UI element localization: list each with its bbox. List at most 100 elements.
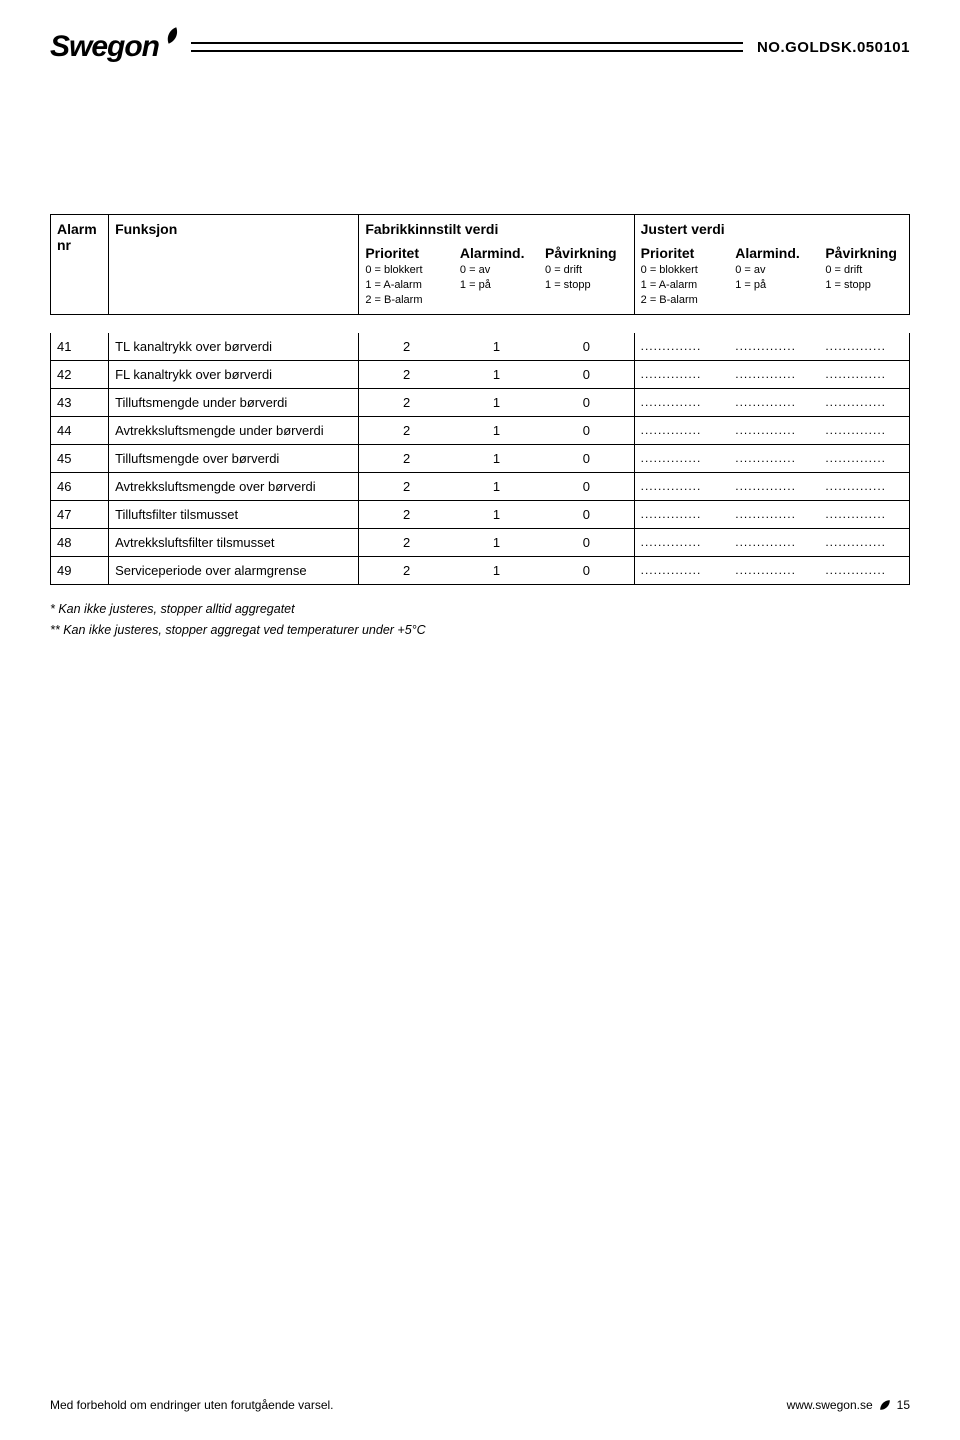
legend-empty-2: [109, 263, 359, 314]
cell-just-pavirkning: ..............: [819, 444, 909, 472]
cell-just-prioritet: ..............: [634, 444, 729, 472]
cell-func: FL kanaltrykk over børverdi: [109, 360, 359, 388]
cell-nr: 46: [51, 472, 109, 500]
cell-nr: 41: [51, 333, 109, 361]
legend-pavirk-2: 0 = drift 1 = stopp: [819, 263, 909, 314]
table-row: 42FL kanaltrykk over børverdi210........…: [51, 360, 910, 388]
col-alarmind-1: Alarmind.: [454, 239, 539, 263]
legend-i1-l1: 0 = drift: [545, 264, 582, 276]
legend-p2-l2: 1 = A-alarm: [641, 279, 698, 291]
cell-just-prioritet: ..............: [634, 416, 729, 444]
cell-just-alarmind: ..............: [729, 528, 819, 556]
table-row: 48Avtrekksluftsfilter tilsmusset210.....…: [51, 528, 910, 556]
legend-empty-1: [51, 263, 109, 314]
cell-prioritet: 2: [359, 444, 454, 472]
col-prioritet-1: Prioritet: [359, 239, 454, 263]
col-funksjon: Funksjon: [109, 215, 359, 264]
doc-code: NO.GOLDSK.050101: [757, 39, 910, 56]
cell-just-alarmind: ..............: [729, 333, 819, 361]
table-row: 45Tilluftsmengde over børverdi210.......…: [51, 444, 910, 472]
cell-pavirkning: 0: [539, 388, 634, 416]
cell-nr: 43: [51, 388, 109, 416]
cell-nr: 45: [51, 444, 109, 472]
cell-alarmind: 1: [454, 500, 539, 528]
legend-a2-l1: 0 = av: [735, 264, 765, 276]
cell-just-prioritet: ..............: [634, 388, 729, 416]
cell-nr: 47: [51, 500, 109, 528]
cell-func: Avtrekksluftsmengde over børverdi: [109, 472, 359, 500]
table-row: 47Tilluftsfilter tilsmusset210..........…: [51, 500, 910, 528]
table-row: 49Serviceperiode over alarmgrense210....…: [51, 556, 910, 584]
cell-alarmind: 1: [454, 472, 539, 500]
cell-nr: 48: [51, 528, 109, 556]
cell-alarmind: 1: [454, 360, 539, 388]
footer-right: www.swegon.se 15: [787, 1398, 910, 1412]
cell-just-alarmind: ..............: [729, 472, 819, 500]
legend-p2-l1: 0 = blokkert: [641, 264, 698, 276]
legend-pavirk-1: 0 = drift 1 = stopp: [539, 263, 634, 314]
cell-func: Serviceperiode over alarmgrense: [109, 556, 359, 584]
cell-prioritet: 2: [359, 528, 454, 556]
cell-alarmind: 1: [454, 528, 539, 556]
legend-p1-l2: 1 = A-alarm: [365, 279, 422, 291]
page: Swegon NO.GOLDSK.050101 Alarm nr Funk: [0, 0, 960, 1440]
footer-page: 15: [897, 1398, 910, 1412]
table-row: 43Tilluftsmengde under børverdi210......…: [51, 388, 910, 416]
cell-just-alarmind: ..............: [729, 444, 819, 472]
page-footer: Med forbehold om endringer uten forutgåe…: [50, 1398, 910, 1412]
legend-alarmind-2: 0 = av 1 = på: [729, 263, 819, 314]
cell-prioritet: 2: [359, 360, 454, 388]
content: Alarm nr Funksjon Fabrikkinnstilt verdi …: [50, 214, 910, 641]
cell-just-prioritet: ..............: [634, 333, 729, 361]
legend-a1-l2: 1 = på: [460, 279, 491, 291]
cell-pavirkning: 0: [539, 360, 634, 388]
col-alarm-nr-1: Alarm: [57, 221, 97, 237]
cell-prioritet: 2: [359, 472, 454, 500]
cell-func: Avtrekksluftsfilter tilsmusset: [109, 528, 359, 556]
cell-func: Tilluftsfilter tilsmusset: [109, 500, 359, 528]
cell-func: Avtrekksluftsmengde under børverdi: [109, 416, 359, 444]
legend-i2-l2: 1 = stopp: [825, 279, 871, 291]
cell-prioritet: 2: [359, 500, 454, 528]
cell-pavirkning: 0: [539, 528, 634, 556]
table-row: 44Avtrekksluftsmengde under børverdi210.…: [51, 416, 910, 444]
cell-pavirkning: 0: [539, 333, 634, 361]
cell-just-prioritet: ..............: [634, 472, 729, 500]
legend-i2-l1: 0 = drift: [825, 264, 862, 276]
leaf-icon: [879, 1399, 891, 1411]
cell-pavirkning: 0: [539, 416, 634, 444]
cell-just-pavirkning: ..............: [819, 528, 909, 556]
cell-just-alarmind: ..............: [729, 500, 819, 528]
cell-just-pavirkning: ..............: [819, 388, 909, 416]
cell-just-pavirkning: ..............: [819, 472, 909, 500]
cell-func: Tilluftsmengde over børverdi: [109, 444, 359, 472]
group-justert: Justert verdi: [634, 215, 909, 240]
col-alarm-nr: Alarm nr: [51, 215, 109, 264]
logo: Swegon: [50, 30, 177, 64]
group-fabrikk: Fabrikkinnstilt verdi: [359, 215, 634, 240]
cell-func: Tilluftsmengde under børverdi: [109, 388, 359, 416]
legend-p2-l3: 2 = B-alarm: [641, 294, 698, 306]
cell-prioritet: 2: [359, 388, 454, 416]
cell-func: TL kanaltrykk over børverdi: [109, 333, 359, 361]
col-alarmind-2: Alarmind.: [729, 239, 819, 263]
cell-just-pavirkning: ..............: [819, 556, 909, 584]
footnote-1: * Kan ikke justeres, stopper alltid aggr…: [50, 599, 910, 620]
cell-prioritet: 2: [359, 416, 454, 444]
cell-just-prioritet: ..............: [634, 360, 729, 388]
cell-nr: 44: [51, 416, 109, 444]
cell-pavirkning: 0: [539, 444, 634, 472]
page-header: Swegon NO.GOLDSK.050101: [50, 30, 910, 64]
table-row: 41TL kanaltrykk over børverdi210........…: [51, 333, 910, 361]
col-pavirkning-2: Påvirkning: [819, 239, 909, 263]
legend-a1-l1: 0 = av: [460, 264, 490, 276]
footer-url: www.swegon.se: [787, 1398, 873, 1412]
cell-nr: 42: [51, 360, 109, 388]
cell-alarmind: 1: [454, 556, 539, 584]
cell-just-alarmind: ..............: [729, 416, 819, 444]
cell-pavirkning: 0: [539, 472, 634, 500]
legend-p1-l3: 2 = B-alarm: [365, 294, 422, 306]
legend-prioritet-1: 0 = blokkert 1 = A-alarm 2 = B-alarm: [359, 263, 454, 314]
cell-just-pavirkning: ..............: [819, 360, 909, 388]
cell-alarmind: 1: [454, 444, 539, 472]
